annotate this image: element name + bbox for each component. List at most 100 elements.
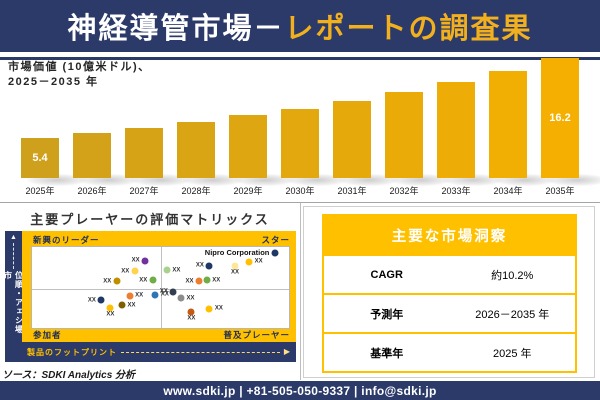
insights-row-label: 基準年 [370, 347, 404, 360]
x-axis-bar: 製品のフットプリント ▶ [5, 342, 296, 362]
chart-subtitle-line2: 2025－2035 年 [8, 76, 99, 88]
report-title-market: 神経導管市場－ [67, 13, 285, 45]
bar-value-label: 5.4 [32, 152, 48, 164]
scatter-point: XX [103, 277, 121, 285]
quadrant-label-emerging-leaders: 新興のリーダー [33, 235, 100, 245]
scatter-point-label: XX [159, 288, 168, 295]
scatter-point: XX [186, 277, 203, 285]
x-tick-label: 2031年 [337, 186, 367, 196]
x-tick-label: 2029年 [233, 186, 263, 196]
x-tick-label: 2026年 [77, 186, 107, 196]
y-axis-bar: ▲ 位順・アェシ場市 [3, 231, 24, 362]
bar-value-label: 16.2 [549, 112, 571, 124]
scatter-point-label: XX [231, 269, 240, 276]
scatter-point-label: XX [106, 311, 115, 318]
x-tick-label: 2034年 [493, 186, 523, 196]
insights-row-予測年: 予測年 2026－2035 年 [324, 293, 575, 332]
insights-row-label: 予測年 [370, 308, 404, 321]
bar-2025年: 5.4 [21, 138, 59, 178]
quadrant-label-stars: スター [261, 235, 290, 245]
scatter-point: XX [160, 288, 177, 296]
scatter-point: XX [231, 262, 239, 276]
quadrant-label-participants: 参加者 [33, 330, 62, 340]
scatter-point: XX [187, 308, 195, 321]
bar-2031年 [333, 101, 371, 178]
scatter-point-label: XX [103, 278, 112, 285]
scatter-point: XX [205, 305, 223, 313]
x-tick-label: 2032年 [389, 186, 419, 196]
key-insights-table: 主要な市場洞察 CAGR 約10.2% 予測年 2026－2035 年基準年 2025 … [322, 214, 577, 373]
scatter-point-label: XX [172, 267, 181, 274]
y-axis-arrow-up-icon: ▲ [10, 234, 17, 241]
scatter-point: XX [177, 294, 195, 302]
header-underline [0, 57, 600, 60]
insights-table-title: 主要な市場洞察 [324, 216, 575, 254]
scatter-point-label: XX [131, 257, 140, 264]
bar-2029年 [229, 115, 267, 178]
scatter-point: XX [163, 266, 180, 274]
x-tick-label: 2027年 [129, 186, 159, 196]
insights-row-value: 2026－2035 年 [475, 308, 550, 321]
bar-2026年 [73, 133, 111, 178]
bar-2034年 [489, 71, 527, 178]
report-title-findings: レポートの調査果 [284, 13, 533, 45]
key-insights-panel: 主要な市場洞察 CAGR 約10.2% 予測年 2026－2035 年基準年 2025 … [303, 206, 595, 378]
bar-2028年 [177, 122, 215, 178]
bar-2033年 [437, 82, 475, 178]
x-tick-label: 2035年 [545, 186, 575, 196]
scatter-point-label: XX [254, 258, 263, 265]
vertical-divider [300, 203, 301, 380]
quadrant-vertical-line [160, 247, 162, 328]
scatter-point: XX [196, 262, 213, 270]
bar-2030年 [281, 109, 319, 178]
bar-2032年 [385, 92, 423, 178]
x-tick-label: 2033年 [441, 186, 471, 196]
scatter-point-label: XX [212, 277, 221, 284]
insights-row-value: 2025 年 [492, 347, 532, 360]
matrix-title: 主要プレーヤーの評価マトリックス [30, 212, 270, 227]
insights-row-CAGR: CAGR 約10.2% [324, 254, 575, 293]
x-axis-arrow-right-icon: ▶ [283, 347, 290, 356]
bar-2027年 [125, 128, 163, 178]
scatter-point: XX [203, 276, 220, 284]
x-axis-dashes [121, 351, 280, 353]
x-tick-label: 2028年 [181, 186, 211, 196]
scatter-point: XX [118, 301, 135, 309]
y-axis-dashes [13, 243, 14, 269]
scatter-point: XX [88, 296, 105, 304]
insights-row-基準年: 基準年 2025 年 [324, 332, 575, 371]
y-axis-label: 位順・アェシ場市 [3, 271, 24, 334]
bar-2035年: 16.2 [541, 58, 579, 178]
scatter-point-label: XX [127, 302, 136, 309]
scatter-point: XX [245, 258, 263, 266]
insights-row-value: 約10.2% [491, 269, 534, 282]
scatter-point: XX [151, 291, 169, 299]
chart-subtitle: 市場価値 (10億米ドル)、 2025－2035 年 [8, 60, 151, 90]
scatter-point-label: XX [160, 291, 169, 298]
scatter-point: XX [132, 257, 149, 265]
scatter-point: Nipro Corporation [205, 248, 279, 257]
market-value-bar-chart: 市場価値 (10億米ドル)、 2025－2035 年 5.4 2025年 2026年… [0, 52, 600, 202]
scatter-point-label: XX [195, 262, 204, 269]
source-note: ソース：SDKI Analytics 分析 [2, 370, 136, 381]
x-tick-label: 2030年 [285, 186, 315, 196]
scatter-point: XX [106, 304, 114, 317]
scatter-point-label: XX [185, 278, 194, 285]
contact-footer: www.sdki.jp | +81-505-050-9337 | info@sd… [0, 381, 600, 400]
quadrant-horizontal-line [32, 289, 289, 291]
scatter-point-label: XX [121, 268, 130, 275]
scatter-point-label: XX [186, 295, 195, 302]
x-tick-label: 2025年 [25, 186, 55, 196]
scatter-plot-area: XX XX XX XX XX XX XX XX Nipro Corporation XX XX XX X… [31, 246, 290, 329]
scatter-point-label: XX [87, 297, 96, 304]
scatter-point: XX [139, 276, 157, 284]
scatter-point: XX [121, 267, 139, 275]
scatter-point-label: XX [214, 305, 223, 312]
scatter-point-company-label: Nipro Corporation [204, 248, 270, 258]
report-header: 神経導管市場－ レポートの調査果 [0, 0, 600, 52]
horizontal-divider [0, 202, 600, 203]
scatter-point-label: XX [139, 277, 148, 284]
chart-subtitle-line1: 市場価値 (10億米ドル)、 [8, 61, 151, 73]
scatter-point-label: XX [135, 292, 144, 299]
scatter-point-label: XX [187, 315, 196, 322]
